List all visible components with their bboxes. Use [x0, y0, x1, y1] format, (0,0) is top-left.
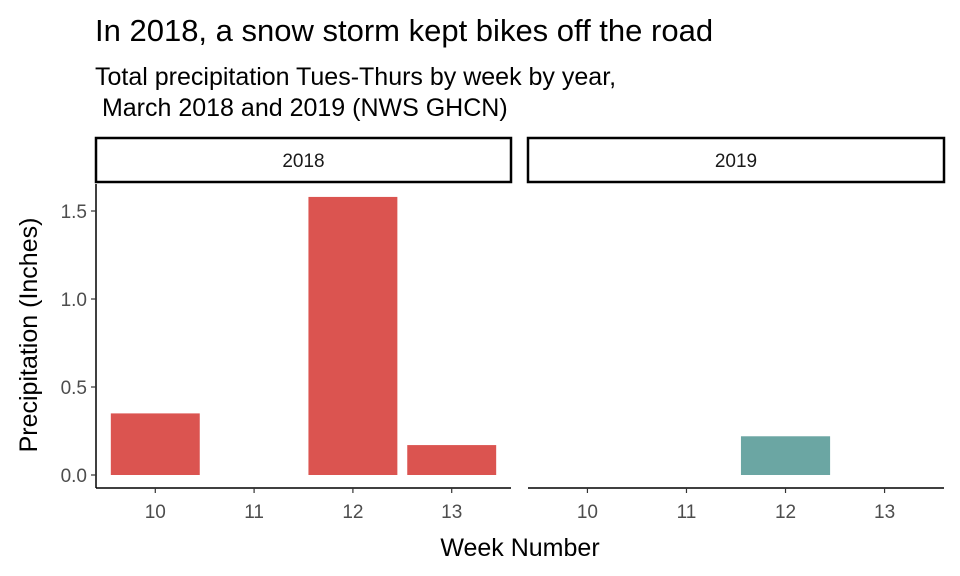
facet-panels: 2018 10 11 12 13 0.0 0.5 1.0 1.5 2019 10 11 12 13	[61, 136, 946, 523]
bar-2018-12	[308, 196, 398, 476]
chart-subtitle-line-2: March 2018 and 2019 (NWS GHCN)	[95, 94, 508, 122]
strip-label-2019: 2019	[715, 151, 757, 172]
x-tick-label-2018-11: 11	[244, 502, 264, 523]
x-tick-label-2019-12: 12	[775, 502, 796, 523]
y-tick-label-1.5: 1.5	[61, 202, 87, 223]
y-axis-title: Precipitation (Inches)	[15, 218, 43, 453]
x-tick-label-2018-12: 12	[342, 502, 363, 523]
x-tick-label-2019-13: 13	[874, 502, 895, 523]
bar-2018-13	[407, 445, 497, 475]
y-tick-label-0.0: 0.0	[61, 466, 87, 487]
bar-2018-10	[110, 413, 200, 475]
chart-subtitle-line-1: Total precipitation Tues-Thurs by week b…	[95, 63, 616, 91]
bar-2019-12	[740, 436, 831, 475]
strip-2018	[94, 136, 513, 184]
x-tick-label-2018-10: 10	[145, 502, 166, 523]
strip-2019	[526, 136, 946, 184]
y-tick-label-0.5: 0.5	[61, 378, 87, 399]
x-tick-label-2019-11: 11	[677, 502, 697, 523]
x-tick-label-2018-13: 13	[441, 502, 462, 523]
y-tick-label-1.0: 1.0	[61, 290, 87, 311]
strip-label-2018: 2018	[282, 151, 324, 172]
x-tick-label-2019-10: 10	[577, 502, 598, 523]
x-axis-title: Week Number	[440, 534, 599, 562]
chart-title: In 2018, a snow storm kept bikes off the…	[95, 13, 713, 48]
